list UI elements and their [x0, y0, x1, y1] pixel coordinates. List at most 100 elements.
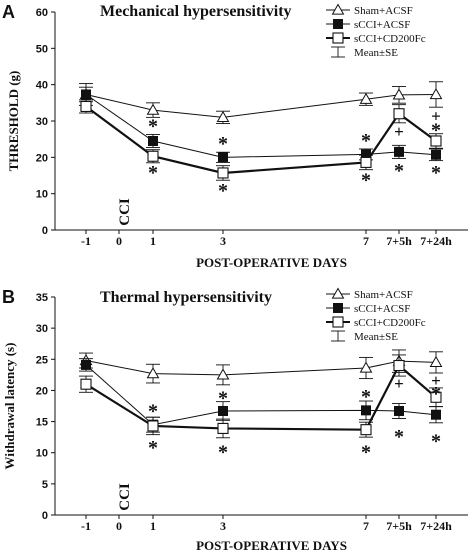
- data-point: [216, 110, 230, 122]
- x-tick-label: 7+5h: [386, 519, 412, 533]
- x-tick-label: 0: [116, 234, 122, 248]
- y-axis-label: Withdrawal latency (s): [2, 343, 17, 470]
- data-point: [147, 420, 159, 432]
- data-point: [394, 146, 404, 157]
- data-point: [217, 422, 229, 434]
- data-point: [147, 150, 159, 162]
- y-tick-label: 0: [42, 225, 48, 237]
- legend-marker: [331, 3, 345, 15]
- y-tick-label: 25: [36, 354, 48, 366]
- significance-asterisk: *: [361, 386, 371, 408]
- data-point: [218, 405, 228, 416]
- legend-label: sCCI+CD200Fc: [354, 33, 426, 45]
- legend-label: sCCI+CD200Fc: [354, 317, 426, 329]
- series-line: [85, 363, 437, 431]
- significance-asterisk: *: [148, 162, 158, 184]
- data-point: [394, 405, 404, 416]
- series-line: [85, 364, 437, 426]
- data-point: [359, 361, 373, 373]
- cci-label: CCI: [117, 198, 133, 226]
- significance-plus: +: [394, 374, 404, 393]
- data-point: [360, 424, 372, 436]
- y-axis-label: THRESHOLD (g): [6, 71, 21, 172]
- data-point: [217, 167, 229, 179]
- y-tick-label: 50: [36, 43, 48, 55]
- x-tick-label: 3: [220, 234, 226, 248]
- y-tick-label: 10: [36, 448, 48, 460]
- significance-asterisk: *: [148, 116, 158, 138]
- data-point: [393, 359, 405, 372]
- series-line: [85, 94, 437, 158]
- legend-marker: [332, 316, 344, 328]
- cci-label: CCI: [117, 483, 133, 511]
- y-tick-label: 30: [36, 323, 48, 335]
- significance-asterisk: *: [218, 387, 228, 409]
- y-tick-label: 0: [42, 510, 48, 522]
- series-line: [85, 105, 437, 175]
- significance-asterisk: *: [218, 133, 228, 155]
- y-tick-label: 5: [42, 479, 48, 491]
- x-tick-label: 7: [363, 519, 369, 533]
- legend-marker: [331, 287, 345, 299]
- significance-plus: +: [394, 122, 404, 141]
- y-tick-label: 30: [36, 116, 48, 128]
- x-tick-label: 7: [363, 234, 369, 248]
- data-point: [429, 87, 443, 100]
- data-point: [431, 149, 441, 160]
- y-tick-label: 10: [36, 189, 48, 201]
- legend-label: Sham+ACSF: [354, 289, 413, 301]
- significance-asterisk: *: [431, 120, 441, 142]
- significance-asterisk: *: [431, 383, 441, 405]
- x-tick-label: 3: [220, 519, 226, 533]
- x-tick-label: 0: [116, 519, 122, 533]
- legend-marker: [333, 303, 343, 313]
- data-point: [429, 355, 443, 368]
- significance-asterisk: *: [394, 160, 404, 182]
- series-line: [85, 360, 437, 376]
- legend: Sham+ACSF sCCI+ACSF sCCI+CD200Fc Mean±SE: [326, 287, 426, 343]
- data-point: [430, 391, 442, 403]
- significance-asterisk: *: [148, 437, 158, 459]
- legend-label: Mean±SE: [354, 331, 398, 343]
- y-tick-label: 60: [36, 7, 48, 19]
- data-point: [430, 135, 442, 147]
- legend-label: sCCI+ACSF: [354, 19, 410, 31]
- significance-asterisk: *: [361, 169, 371, 191]
- x-tick-label: 7+24h: [420, 234, 452, 248]
- panel-letter: B: [2, 287, 15, 307]
- significance-asterisk: *: [218, 442, 228, 464]
- significance-asterisk: *: [218, 180, 228, 202]
- legend-marker: [332, 32, 344, 44]
- x-tick-label: 1: [150, 234, 156, 248]
- y-tick-label: 15: [36, 417, 48, 429]
- series-line: [85, 93, 437, 118]
- significance-plus: +: [431, 107, 441, 126]
- significance-asterisk: *: [361, 130, 371, 152]
- data-point: [216, 368, 230, 380]
- legend-label: Mean±SE: [354, 47, 398, 59]
- legend: Sham+ACSF sCCI+ACSF sCCI+CD200Fc Mean±SE: [326, 3, 426, 59]
- legend-marker: [333, 19, 343, 29]
- significance-asterisk: *: [431, 162, 441, 184]
- data-point: [359, 92, 373, 104]
- data-point: [361, 405, 371, 416]
- x-tick-label: 1: [150, 519, 156, 533]
- significance-asterisk: *: [431, 430, 441, 452]
- chart-panel-a: A 0 10 20 30 40 50 60 -1 0 1 3 7 7+5h 7+24h CCI POST-OPE…: [2, 2, 468, 270]
- legend-label: Sham+ACSF: [354, 5, 413, 17]
- chart-title: Thermal hypersensitivity: [100, 289, 272, 306]
- data-point: [146, 103, 160, 115]
- x-axis-label: POST-OPERATIVE DAYS: [196, 255, 347, 270]
- x-tick-label: 7+24h: [420, 519, 452, 533]
- chart-title: Mechanical hypersensitivity: [100, 3, 292, 20]
- data-point: [393, 108, 405, 120]
- data-point: [218, 152, 228, 163]
- x-tick-label: -1: [81, 234, 91, 248]
- significance-plus: +: [431, 371, 441, 390]
- data-point: [360, 156, 372, 168]
- data-point: [81, 89, 91, 100]
- data-point: [148, 135, 158, 146]
- chart-panel-b: B 0 5 10 15 20 25 30 35 -1 0 1 3 7 7+5h 7+24h CCI POST-OP…: [2, 287, 468, 553]
- data-point: [431, 409, 441, 420]
